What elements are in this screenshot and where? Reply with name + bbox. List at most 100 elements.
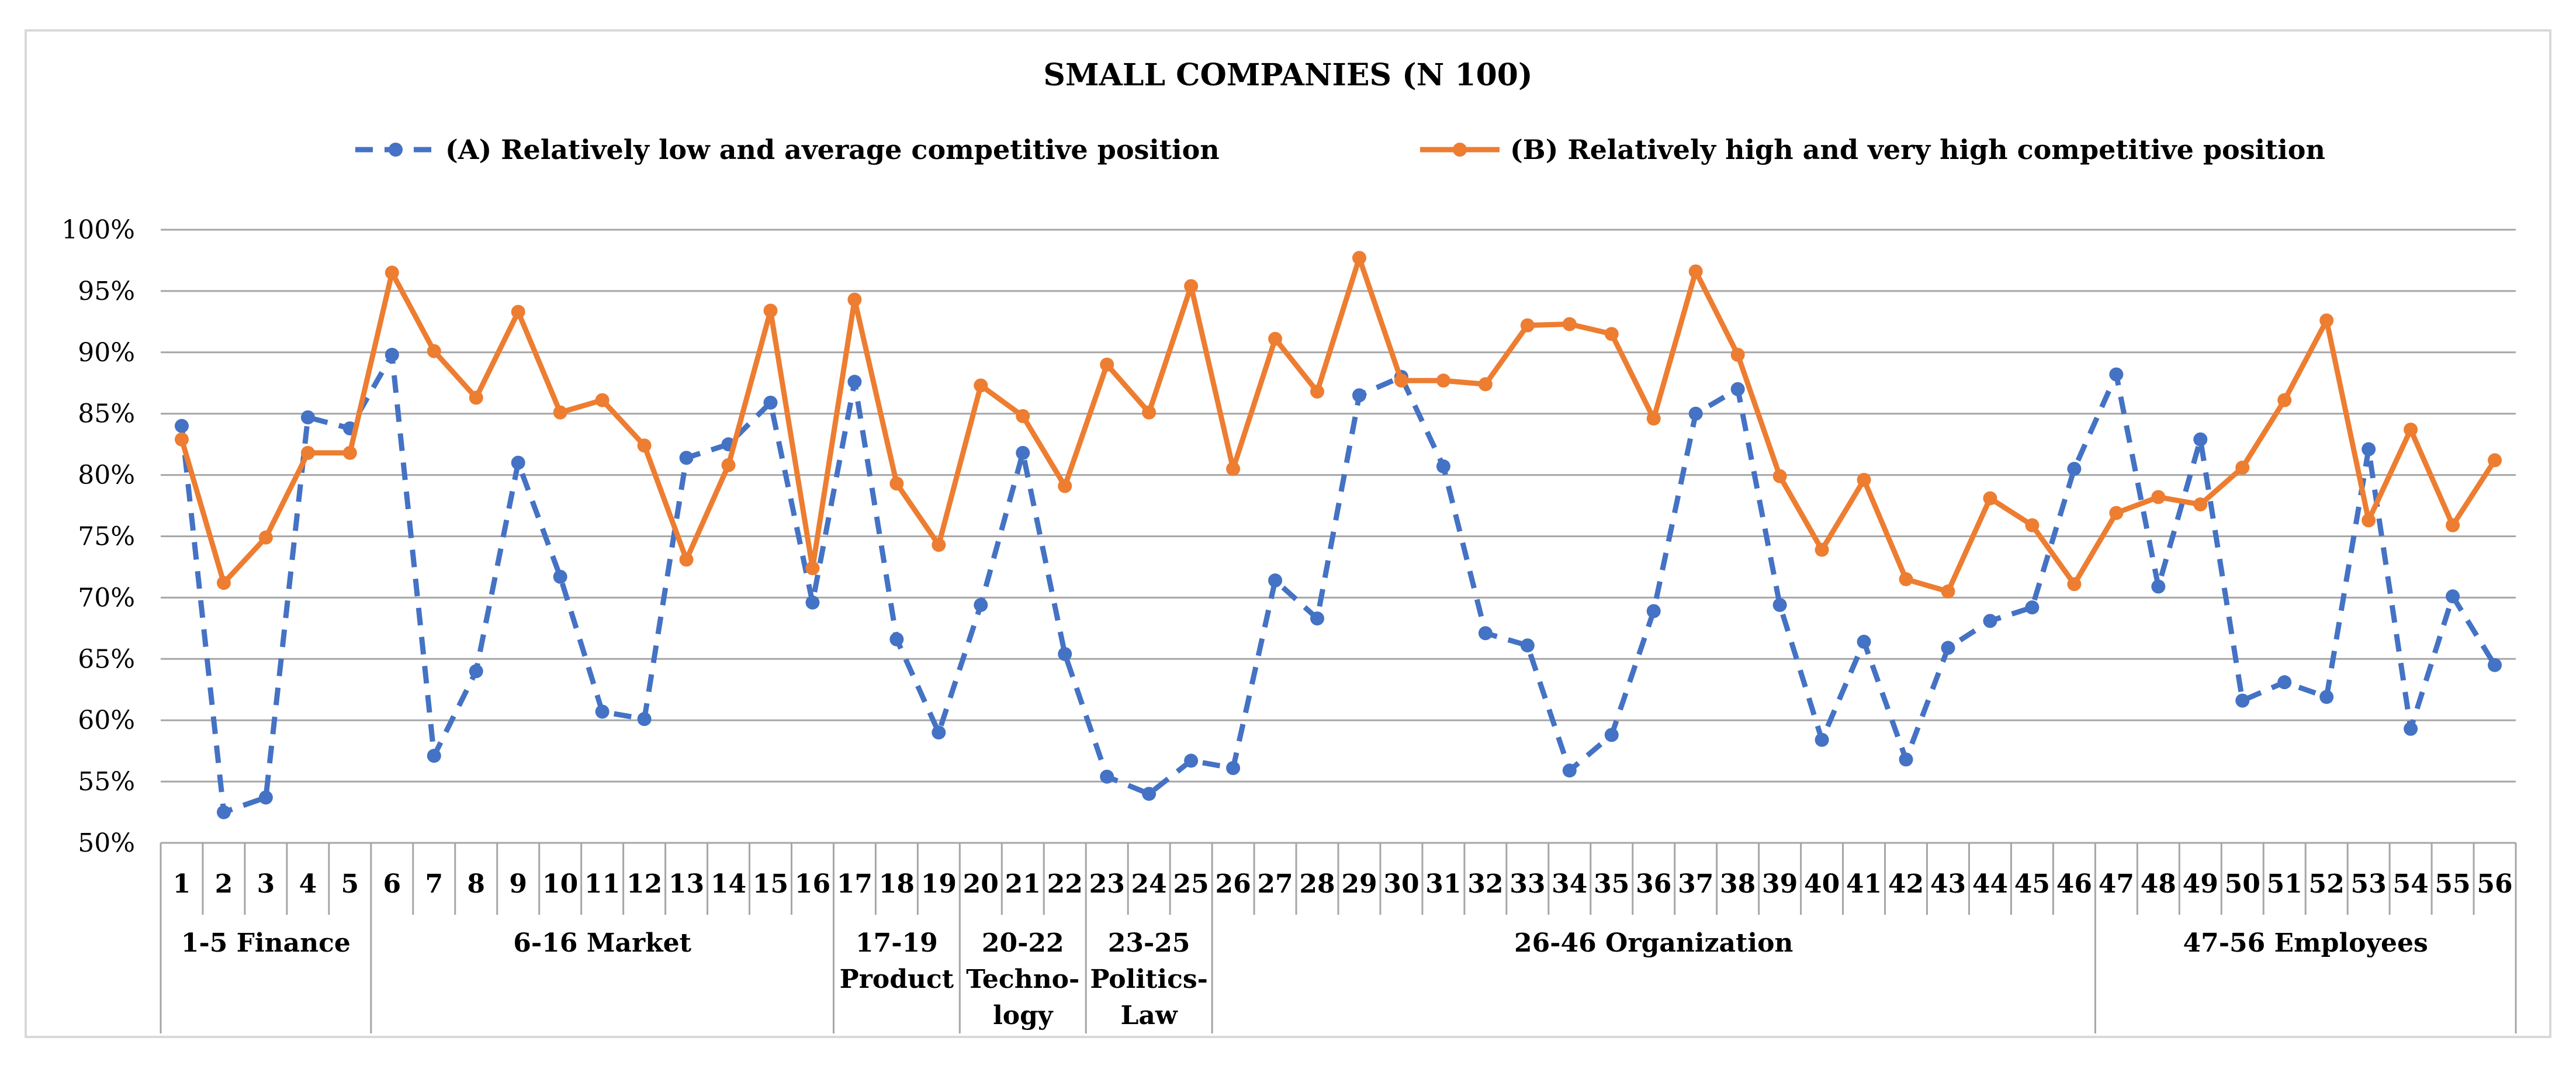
group-label: 6-16 Market bbox=[513, 928, 691, 958]
x-tick-label: 46 bbox=[2056, 869, 2092, 899]
data-point bbox=[1646, 412, 1661, 426]
data-point bbox=[2067, 577, 2082, 592]
y-axis: 50% 55% 60% 65% 70% 75% 80% 85% 90% 95% 100% bbox=[61, 215, 135, 858]
data-point bbox=[1562, 763, 1577, 778]
data-point bbox=[511, 455, 525, 470]
plot-area bbox=[174, 251, 2502, 820]
x-tick-label: 54 bbox=[2393, 869, 2428, 899]
data-point bbox=[1562, 317, 1577, 331]
data-point bbox=[2362, 442, 2376, 457]
data-point bbox=[2446, 518, 2460, 532]
x-tick-label: 24 bbox=[1131, 869, 1167, 899]
data-point bbox=[1058, 646, 1072, 661]
x-tick-label: 9 bbox=[509, 869, 527, 899]
group-label: Techno- bbox=[966, 964, 1079, 994]
x-tick-label: 14 bbox=[711, 869, 746, 899]
y-tick-label: 80% bbox=[78, 461, 135, 490]
data-point bbox=[1394, 374, 1408, 388]
data-point bbox=[1815, 732, 1829, 747]
data-point bbox=[300, 445, 315, 460]
legend-marker bbox=[1453, 143, 1467, 157]
group-label: 47-56 Employees bbox=[2183, 928, 2428, 958]
x-tick-label: 26 bbox=[1215, 869, 1251, 899]
series-line bbox=[179, 255, 2497, 594]
data-point bbox=[1268, 573, 1283, 588]
y-tick-label: 65% bbox=[78, 644, 135, 674]
x-tick-label: 16 bbox=[795, 869, 830, 899]
data-point bbox=[2446, 589, 2460, 604]
data-point bbox=[216, 576, 231, 590]
x-tick-label: 6 bbox=[383, 869, 401, 899]
x-tick-label: 43 bbox=[1930, 869, 1966, 899]
data-point bbox=[2193, 497, 2208, 511]
data-point bbox=[1688, 406, 1703, 421]
data-point bbox=[2319, 313, 2334, 328]
data-point bbox=[1478, 377, 1493, 392]
group-label: Politics- bbox=[1090, 964, 1208, 994]
data-point bbox=[1941, 641, 1955, 655]
x-tick-label: 3 bbox=[257, 869, 275, 899]
data-point bbox=[805, 595, 820, 610]
x-tick-label: 22 bbox=[1047, 869, 1083, 899]
x-tick-label: 28 bbox=[1299, 869, 1335, 899]
data-point bbox=[1352, 251, 1366, 265]
data-point bbox=[2151, 490, 2166, 504]
y-tick-label: 100% bbox=[61, 215, 135, 245]
data-point bbox=[763, 303, 778, 318]
x-tick-label: 36 bbox=[1636, 869, 1671, 899]
data-point bbox=[974, 378, 988, 393]
y-tick-label: 50% bbox=[78, 828, 135, 858]
x-tick-label: 31 bbox=[1425, 869, 1461, 899]
x-tick-label: 11 bbox=[584, 869, 620, 899]
x-tick-label: 53 bbox=[2351, 869, 2387, 899]
data-point bbox=[1520, 318, 1535, 333]
data-point bbox=[2277, 675, 2292, 690]
x-tick-label: 38 bbox=[1720, 869, 1756, 899]
x-tick-label: 13 bbox=[669, 869, 704, 899]
legend: (A) Relatively low and average competiti… bbox=[355, 134, 2325, 165]
data-point bbox=[847, 292, 862, 307]
data-point bbox=[1941, 584, 1955, 599]
x-tick-label: 56 bbox=[2477, 869, 2512, 899]
data-point bbox=[174, 432, 189, 447]
x-tick-label: 25 bbox=[1173, 869, 1209, 899]
y-tick-label: 95% bbox=[78, 276, 135, 306]
x-tick-label: 41 bbox=[1846, 869, 1882, 899]
data-point bbox=[1352, 388, 1366, 403]
x-tick-label: 10 bbox=[542, 869, 578, 899]
data-point bbox=[1983, 491, 1997, 506]
data-point bbox=[553, 569, 567, 584]
x-tick-label: 34 bbox=[1552, 869, 1587, 899]
series-b bbox=[174, 251, 2502, 599]
data-point bbox=[595, 393, 610, 407]
x-tick-label: 30 bbox=[1383, 869, 1419, 899]
data-point bbox=[2067, 462, 2082, 476]
data-point bbox=[2193, 432, 2208, 447]
data-point bbox=[1815, 542, 1829, 557]
x-tick-label: 21 bbox=[1005, 869, 1041, 899]
data-point bbox=[637, 712, 652, 727]
data-point bbox=[1058, 479, 1072, 493]
data-point bbox=[721, 458, 736, 472]
data-point bbox=[679, 552, 694, 567]
group-label: logy bbox=[993, 1001, 1054, 1031]
legend-item: (A) Relatively low and average competiti… bbox=[355, 134, 1220, 165]
x-axis-table: 1 2 3 4 5 6 7 8 9 10 11 12 13 14 15 16 17 18 19 20 21 22 23 24 2… bbox=[160, 842, 2517, 1033]
x-tick-label: 5 bbox=[341, 869, 359, 899]
x-tick-label: 1 bbox=[173, 869, 191, 899]
x-tick-label: 12 bbox=[626, 869, 662, 899]
data-point bbox=[1730, 347, 1745, 362]
data-point bbox=[216, 805, 231, 820]
x-tick-label: 45 bbox=[2014, 869, 2050, 899]
y-tick-label: 70% bbox=[78, 583, 135, 613]
x-tick-label: 4 bbox=[299, 869, 317, 899]
data-point bbox=[932, 725, 946, 740]
data-point bbox=[469, 664, 483, 679]
x-tick-label: 49 bbox=[2183, 869, 2218, 899]
data-point bbox=[1646, 604, 1661, 618]
data-point bbox=[2319, 690, 2334, 704]
data-point bbox=[511, 305, 525, 319]
data-point bbox=[847, 375, 862, 389]
data-point bbox=[637, 438, 652, 453]
